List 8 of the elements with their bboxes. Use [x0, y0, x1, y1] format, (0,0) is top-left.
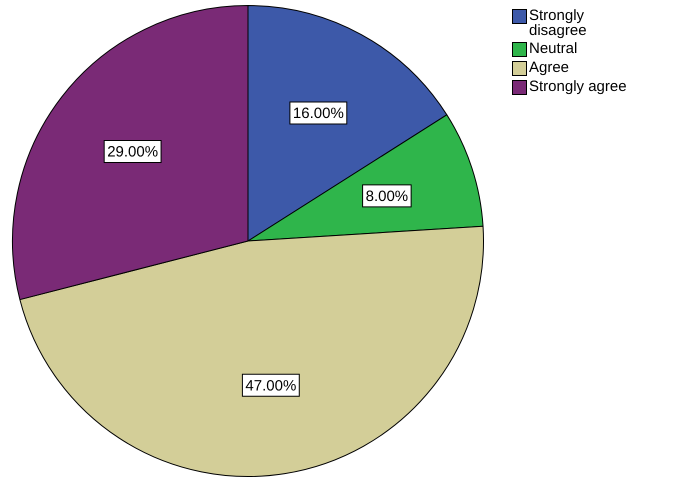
legend-label: Strongly disagree	[529, 7, 588, 39]
legend-label: Neutral	[529, 40, 578, 57]
data-label: 16.00%	[292, 105, 344, 122]
legend-label: Agree	[529, 59, 570, 76]
legend-label: Strongly agree	[529, 78, 627, 95]
data-label: 8.00%	[366, 188, 408, 206]
data-label: 29.00%	[107, 144, 158, 161]
data-label: 47.00%	[245, 377, 296, 394]
